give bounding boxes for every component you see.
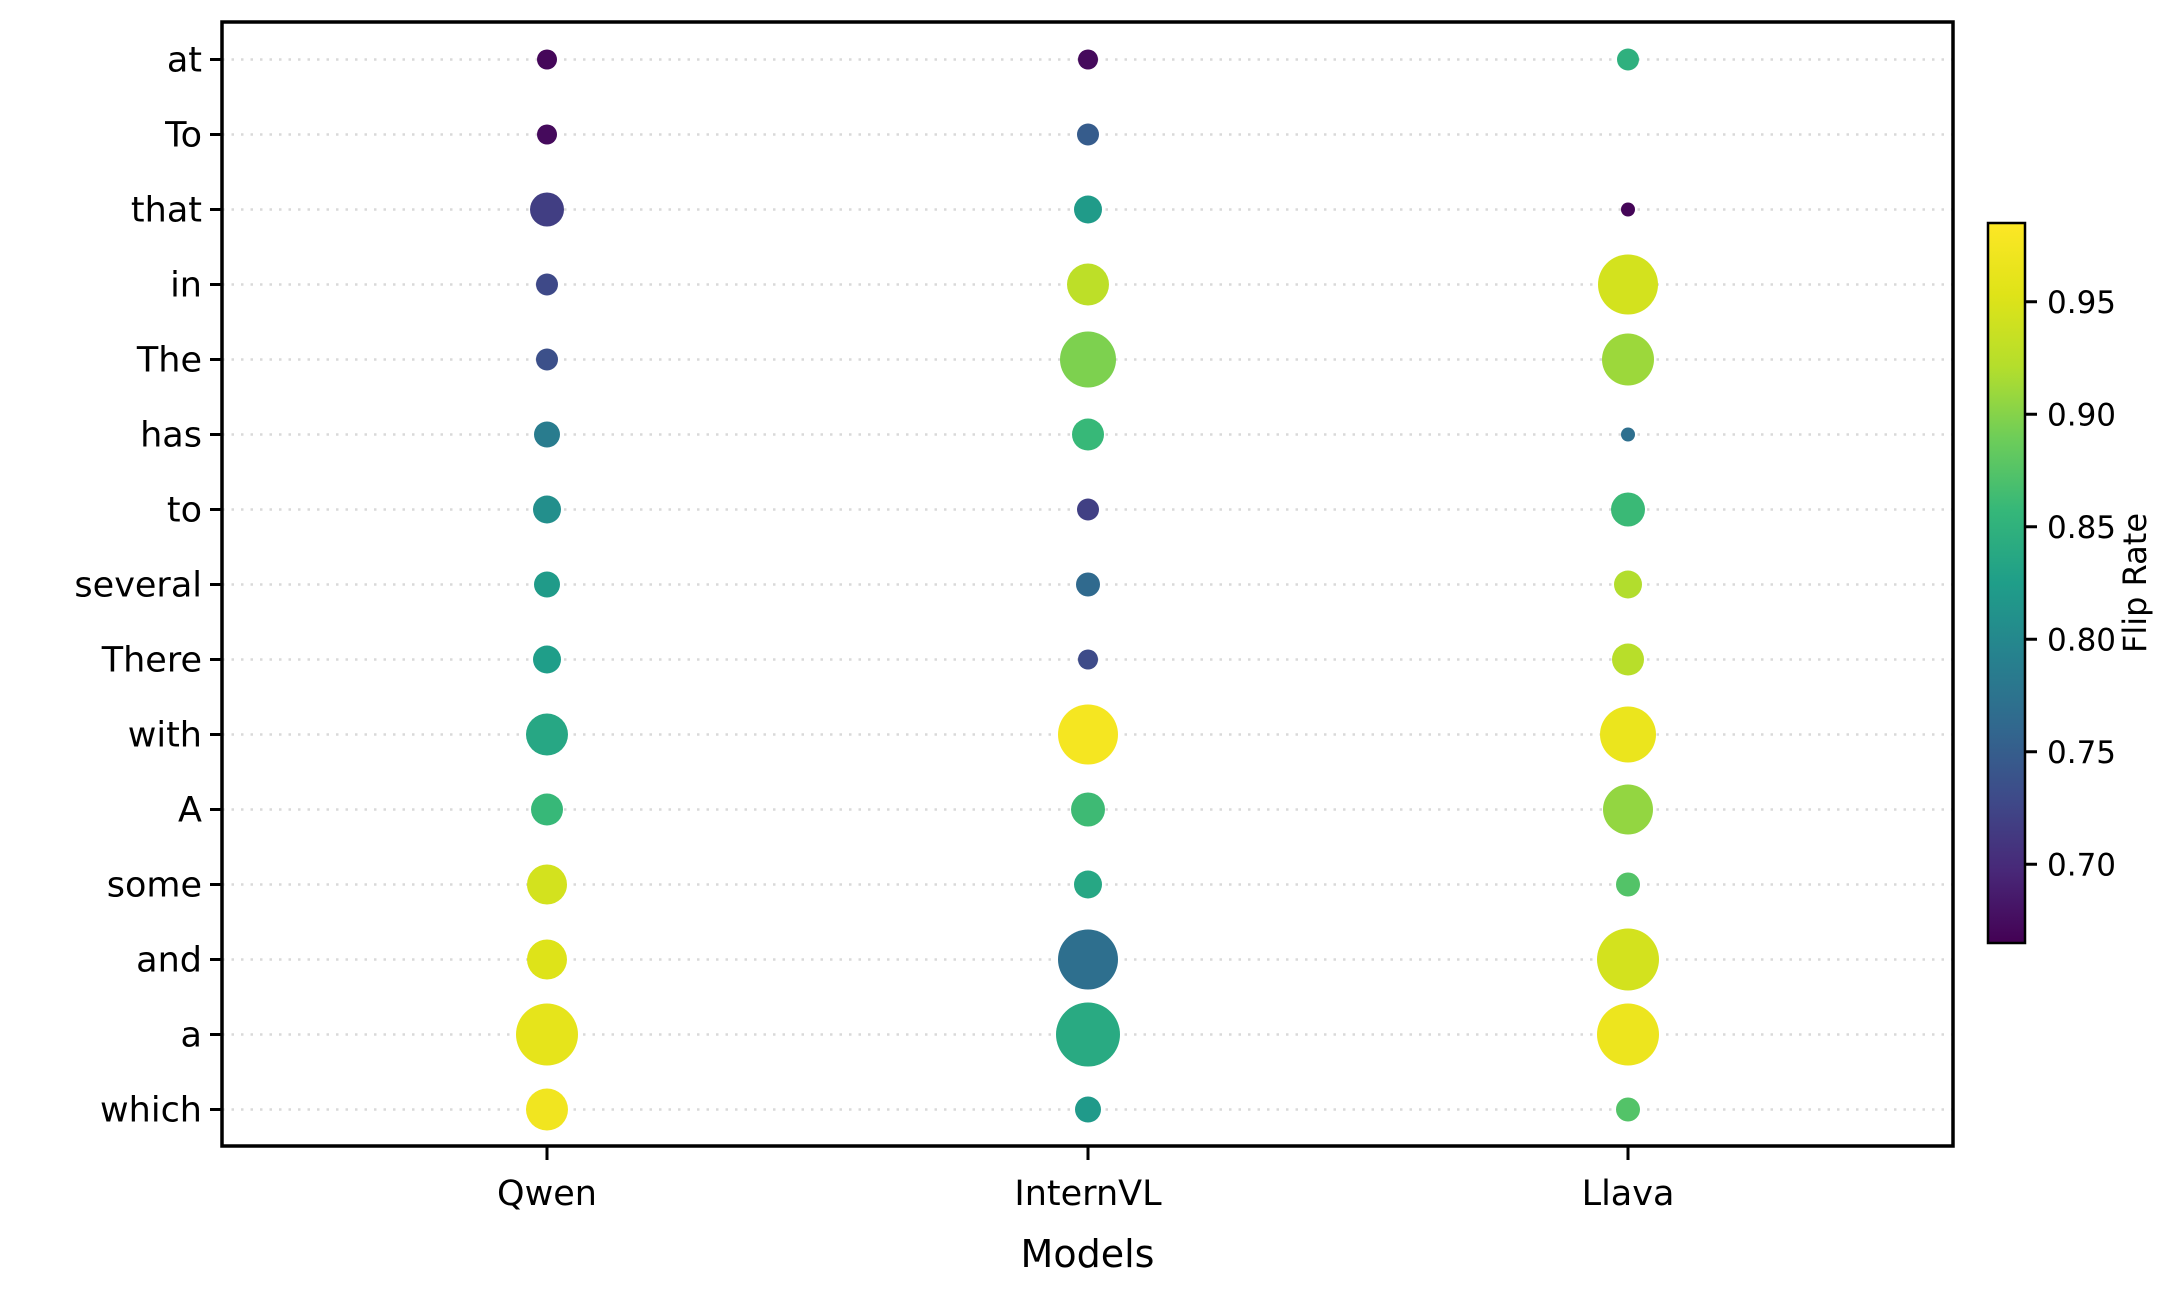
- bubble-llava-A: [1603, 784, 1653, 835]
- bubble-internvl-has: [1072, 418, 1104, 451]
- bubble-qwen-a: [516, 1003, 578, 1066]
- bubble-llava-to: [1611, 492, 1645, 527]
- bubble-qwen-with: [526, 713, 568, 756]
- bubble-internvl-with: [1058, 704, 1118, 765]
- bubble-qwen-at: [537, 49, 557, 70]
- colorbar-tick-label: 0.95: [2047, 285, 2116, 321]
- bubble-qwen-has: [534, 421, 560, 448]
- x-tick-label: Qwen: [497, 1174, 597, 1214]
- bubble-llava-and: [1597, 928, 1659, 991]
- bubble-internvl-The: [1060, 331, 1116, 388]
- bubble-llava-There: [1612, 643, 1644, 676]
- bubble-llava-which: [1616, 1097, 1640, 1122]
- bubble-qwen-A: [531, 793, 563, 826]
- y-tick-label: has: [140, 416, 202, 456]
- colorbar-tick-label: 0.70: [2047, 847, 2116, 883]
- bubble-qwen-several: [534, 571, 560, 598]
- bubble-llava-at: [1617, 48, 1639, 71]
- bubble-qwen-some: [527, 864, 567, 905]
- bubble-qwen-To: [537, 124, 557, 145]
- x-tick-label: InternVL: [1014, 1174, 1162, 1214]
- y-tick-label: and: [136, 941, 202, 981]
- bubble-internvl-some: [1074, 870, 1102, 899]
- y-tick-label: some: [107, 866, 202, 906]
- bubble-llava-several: [1614, 570, 1642, 599]
- y-tick-label: To: [164, 116, 202, 156]
- bubble-internvl-A: [1071, 792, 1105, 827]
- y-tick-label: with: [128, 716, 202, 756]
- y-tick-label: at: [167, 41, 202, 81]
- colorbar-tick-label: 0.90: [2047, 397, 2116, 433]
- bubble-qwen-which: [526, 1088, 568, 1131]
- plot-frame: [220, 20, 1955, 1148]
- y-tick-label: several: [74, 566, 202, 606]
- y-tick-label: The: [136, 341, 202, 381]
- bubble-internvl-a: [1056, 1002, 1120, 1067]
- y-tick-label: in: [170, 266, 202, 306]
- y-tick-label: There: [101, 641, 202, 681]
- bubble-internvl-to: [1077, 498, 1099, 521]
- colorbar-title: Flip Rate: [2116, 513, 2154, 653]
- x-tick-label: Llava: [1582, 1174, 1675, 1214]
- bubble-qwen-The: [536, 348, 558, 371]
- y-tick-label: that: [131, 191, 202, 231]
- bubble-internvl-several: [1076, 572, 1100, 597]
- bubble-internvl-that: [1074, 195, 1102, 224]
- x-axis-title: Models: [1021, 1232, 1155, 1276]
- bubble-llava-with: [1600, 706, 1656, 763]
- colorbar-tick-label: 0.80: [2047, 622, 2116, 658]
- bubble-llava-has: [1621, 427, 1635, 442]
- bubble-llava-The: [1602, 333, 1654, 386]
- y-tick-label: which: [100, 1091, 202, 1131]
- bubble-qwen-There: [533, 645, 561, 674]
- y-tick-label: A: [178, 791, 202, 831]
- colorbar: [1986, 221, 2027, 945]
- bubble-qwen-that: [530, 192, 564, 227]
- bubble-qwen-in: [536, 273, 558, 296]
- bubble-llava-a: [1597, 1003, 1659, 1066]
- bubble-internvl-and: [1058, 929, 1118, 990]
- colorbar-tick-label: 0.85: [2047, 510, 2116, 546]
- bubble-llava-in: [1598, 254, 1658, 315]
- bubble-qwen-to: [533, 495, 561, 524]
- bubble-internvl-at: [1078, 49, 1098, 70]
- bubble-internvl-which: [1075, 1096, 1101, 1123]
- bubble-internvl-There: [1078, 649, 1098, 670]
- colorbar-tick-label: 0.75: [2047, 735, 2116, 771]
- bubble-internvl-To: [1077, 123, 1099, 146]
- y-tick-label: a: [181, 1016, 202, 1056]
- bubble-llava-some: [1616, 872, 1640, 897]
- bubble-llava-that: [1621, 202, 1635, 217]
- y-tick-label: to: [167, 491, 202, 531]
- bubble-internvl-in: [1067, 263, 1109, 306]
- bubble-qwen-and: [527, 939, 567, 980]
